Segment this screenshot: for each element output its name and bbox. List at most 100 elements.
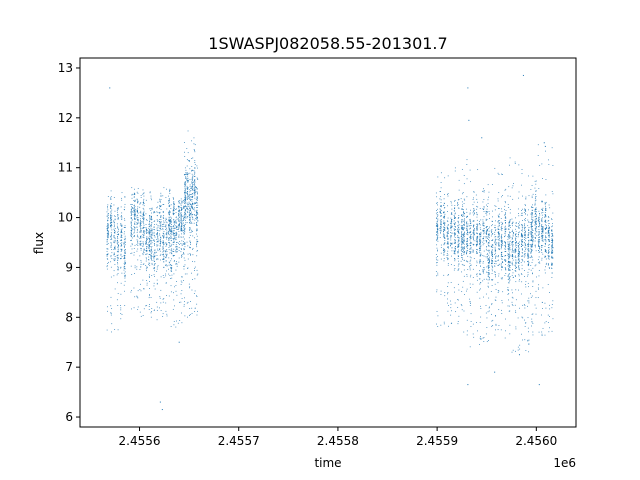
data-point bbox=[436, 202, 438, 203]
data-point bbox=[117, 231, 118, 233]
data-point bbox=[531, 262, 533, 263]
data-point bbox=[458, 240, 460, 242]
data-point bbox=[140, 237, 142, 239]
data-point bbox=[178, 209, 180, 211]
data-point bbox=[168, 219, 169, 221]
data-point bbox=[117, 211, 118, 213]
data-point bbox=[447, 233, 449, 234]
data-point bbox=[178, 211, 180, 213]
data-point bbox=[443, 236, 445, 238]
data-point bbox=[110, 198, 112, 200]
data-point bbox=[150, 237, 152, 239]
data-point bbox=[545, 237, 547, 239]
data-point bbox=[466, 211, 468, 213]
data-point bbox=[519, 243, 520, 245]
data-point bbox=[165, 250, 166, 252]
data-point bbox=[551, 268, 553, 269]
data-point bbox=[181, 229, 183, 231]
data-point bbox=[466, 274, 468, 275]
data-point bbox=[439, 208, 441, 210]
data-point bbox=[195, 214, 197, 216]
data-point bbox=[443, 260, 445, 262]
data-point bbox=[457, 245, 459, 247]
data-point bbox=[190, 200, 191, 202]
data-point bbox=[196, 295, 197, 297]
data-point bbox=[154, 224, 156, 225]
data-point bbox=[482, 230, 484, 232]
data-point bbox=[154, 243, 155, 245]
data-point bbox=[163, 204, 165, 205]
data-point bbox=[450, 239, 452, 241]
data-point bbox=[517, 232, 519, 234]
data-point bbox=[461, 245, 462, 247]
data-point bbox=[133, 192, 135, 194]
data-point bbox=[172, 234, 174, 235]
data-point bbox=[528, 255, 529, 257]
data-point bbox=[483, 237, 484, 239]
data-point bbox=[495, 300, 497, 301]
data-point bbox=[186, 180, 188, 182]
data-point bbox=[131, 248, 133, 250]
data-point bbox=[180, 215, 182, 217]
data-point bbox=[541, 252, 543, 254]
data-point bbox=[175, 227, 177, 228]
data-point bbox=[192, 202, 193, 204]
data-point bbox=[191, 140, 193, 142]
data-point bbox=[193, 184, 195, 185]
data-point bbox=[154, 252, 156, 254]
data-point bbox=[137, 240, 139, 242]
data-point bbox=[165, 226, 167, 228]
data-point bbox=[535, 219, 537, 221]
data-point bbox=[173, 207, 175, 209]
data-point bbox=[194, 181, 196, 183]
data-point bbox=[489, 306, 490, 308]
data-point bbox=[146, 240, 147, 241]
data-point bbox=[150, 234, 152, 236]
data-point bbox=[168, 244, 170, 246]
data-point bbox=[184, 297, 185, 299]
data-point bbox=[551, 242, 553, 243]
data-point bbox=[518, 262, 520, 263]
data-point bbox=[545, 236, 547, 238]
data-point bbox=[542, 239, 544, 241]
data-point bbox=[454, 268, 456, 269]
data-point bbox=[444, 292, 446, 293]
x-tick-label: 2.4559 bbox=[416, 434, 458, 448]
data-point bbox=[131, 187, 133, 189]
data-point bbox=[154, 255, 156, 257]
data-point bbox=[508, 243, 510, 245]
data-point bbox=[110, 235, 112, 237]
data-point bbox=[494, 224, 496, 226]
data-point bbox=[511, 251, 513, 253]
data-point bbox=[450, 242, 452, 244]
data-point bbox=[537, 226, 539, 227]
data-point bbox=[150, 312, 152, 314]
data-point bbox=[531, 215, 532, 217]
data-point bbox=[454, 217, 456, 219]
data-point bbox=[181, 202, 183, 204]
data-point bbox=[149, 281, 150, 282]
data-point bbox=[178, 230, 180, 232]
data-point bbox=[504, 230, 506, 232]
data-point bbox=[181, 276, 183, 278]
data-point bbox=[548, 256, 549, 258]
data-point bbox=[479, 224, 481, 226]
data-point bbox=[192, 197, 193, 198]
data-point bbox=[447, 246, 449, 247]
data-point bbox=[106, 230, 108, 232]
data-point bbox=[168, 239, 170, 240]
data-point bbox=[505, 264, 506, 265]
data-point bbox=[106, 329, 108, 331]
data-point bbox=[497, 200, 499, 202]
data-point bbox=[108, 233, 109, 235]
data-point bbox=[162, 217, 164, 219]
data-point bbox=[515, 239, 517, 241]
data-point bbox=[532, 175, 534, 177]
data-point bbox=[509, 237, 511, 239]
data-point bbox=[524, 208, 526, 210]
data-point bbox=[518, 266, 520, 268]
data-point bbox=[498, 231, 500, 233]
data-point bbox=[124, 275, 125, 277]
data-point bbox=[435, 212, 437, 214]
data-point bbox=[197, 250, 199, 251]
